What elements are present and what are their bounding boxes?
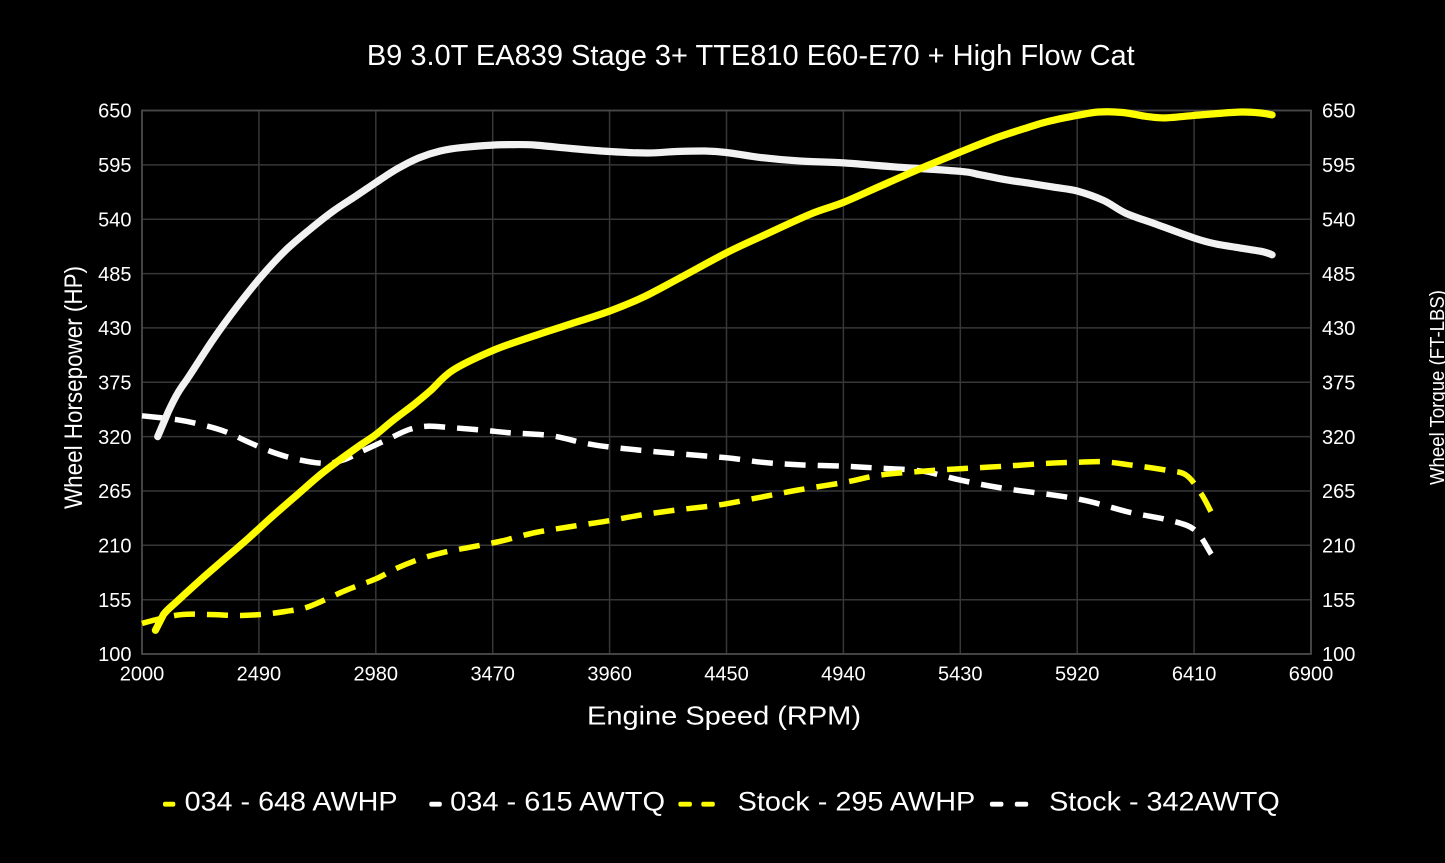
svg-text:3470: 3470 [470,664,515,686]
svg-text:485: 485 [98,264,131,286]
svg-text:5430: 5430 [938,664,983,686]
svg-text:Stock - 295 AWHP: Stock - 295 AWHP [738,787,976,817]
svg-text:430: 430 [1322,318,1355,340]
svg-text:Engine Speed (RPM): Engine Speed (RPM) [587,701,861,731]
svg-text:2000: 2000 [120,664,165,686]
svg-text:Wheel Torque (FT-LBS): Wheel Torque (FT-LBS) [1427,290,1445,485]
svg-text:320: 320 [1322,427,1355,449]
svg-text:375: 375 [98,373,131,395]
svg-text:210: 210 [1322,536,1355,558]
svg-text:485: 485 [1322,264,1355,286]
svg-text:6410: 6410 [1172,664,1217,686]
svg-text:210: 210 [98,536,131,558]
svg-text:B9 3.0T EA839 Stage 3+ TTE810: B9 3.0T EA839 Stage 3+ TTE810 E60-E70 + … [367,40,1135,72]
svg-text:6900: 6900 [1289,664,1334,686]
svg-text:595: 595 [1322,155,1355,177]
svg-text:265: 265 [98,481,131,503]
svg-text:650: 650 [1322,101,1355,123]
svg-text:540: 540 [1322,209,1355,231]
svg-text:540: 540 [98,209,131,231]
svg-text:155: 155 [1322,590,1355,612]
svg-text:100: 100 [98,644,131,666]
svg-text:265: 265 [1322,481,1355,503]
svg-text:430: 430 [98,318,131,340]
svg-text:034 - 615 AWTQ: 034 - 615 AWTQ [450,787,665,817]
svg-text:2490: 2490 [237,664,282,686]
svg-text:100: 100 [1322,644,1355,666]
svg-text:Stock - 342AWTQ: Stock - 342AWTQ [1049,787,1280,817]
svg-text:5920: 5920 [1055,664,1100,686]
svg-text:155: 155 [98,590,131,612]
svg-text:034 - 648 AWHP: 034 - 648 AWHP [185,787,398,817]
svg-text:4940: 4940 [821,664,866,686]
svg-text:320: 320 [98,427,131,449]
svg-text:3960: 3960 [587,664,632,686]
svg-text:2980: 2980 [354,664,399,686]
svg-text:595: 595 [98,155,131,177]
svg-text:650: 650 [98,101,131,123]
svg-text:375: 375 [1322,373,1355,395]
svg-text:Wheel Horsepower (HP): Wheel Horsepower (HP) [60,266,88,509]
svg-text:4450: 4450 [704,664,749,686]
